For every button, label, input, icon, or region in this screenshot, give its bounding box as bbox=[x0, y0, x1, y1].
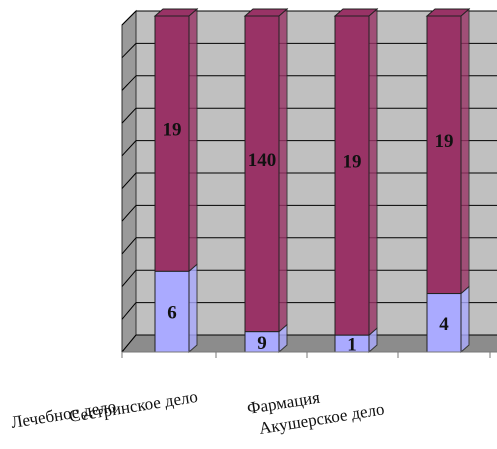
bar-segment-upper-side bbox=[188, 7, 198, 273]
bar-value-label-upper: 19 bbox=[435, 131, 454, 152]
chart-wall-side bbox=[121, 9, 137, 354]
bar-value-label-upper: 140 bbox=[248, 150, 277, 171]
bar-value-label-lower: 1 bbox=[347, 335, 357, 356]
gridline-side bbox=[121, 334, 137, 353]
bar-segment-upper bbox=[334, 15, 370, 336]
bar-value-label-lower: 9 bbox=[257, 333, 267, 354]
gridline-side bbox=[121, 269, 137, 287]
bar-segment-upper-side bbox=[278, 7, 288, 333]
gridline-side bbox=[121, 237, 137, 255]
gridline-side bbox=[121, 43, 137, 59]
bar-top bbox=[153, 8, 199, 17]
bar-top bbox=[333, 8, 379, 17]
bar-segment-upper bbox=[244, 15, 280, 333]
bar-segment-lower bbox=[154, 270, 190, 353]
bar-value-label-lower: 6 bbox=[167, 303, 177, 324]
gridline-side bbox=[121, 107, 137, 124]
gridline-side bbox=[121, 75, 137, 91]
bar-value-label-upper: 19 bbox=[163, 120, 182, 141]
chart-x-axis bbox=[121, 351, 497, 358]
category-label: Сестринское дело bbox=[68, 387, 199, 426]
bar-value-label-lower: 4 bbox=[439, 314, 449, 335]
bar-segment-lower-side bbox=[188, 263, 198, 354]
bar-segment-lower bbox=[426, 293, 462, 353]
bar-segment-lower-side bbox=[460, 285, 470, 354]
bar-top bbox=[425, 8, 471, 17]
chart-bars bbox=[153, 7, 471, 354]
bar-top bbox=[243, 8, 289, 17]
bar-segment-upper bbox=[426, 15, 462, 295]
bar-value-label-upper: 19 bbox=[343, 152, 362, 173]
bar-segment-upper bbox=[154, 15, 190, 272]
gridline-side bbox=[121, 205, 137, 222]
gridline-side bbox=[121, 172, 137, 189]
bar-segment-upper-side bbox=[460, 7, 470, 295]
bar-segment-upper-side bbox=[368, 7, 378, 337]
gridline-side bbox=[121, 140, 137, 157]
gridline-side bbox=[121, 302, 137, 320]
gridline-side bbox=[121, 10, 137, 26]
chart-data-labels: 19 6 140 9 19 1 19 4 bbox=[163, 120, 454, 356]
chart-floor bbox=[122, 335, 497, 352]
